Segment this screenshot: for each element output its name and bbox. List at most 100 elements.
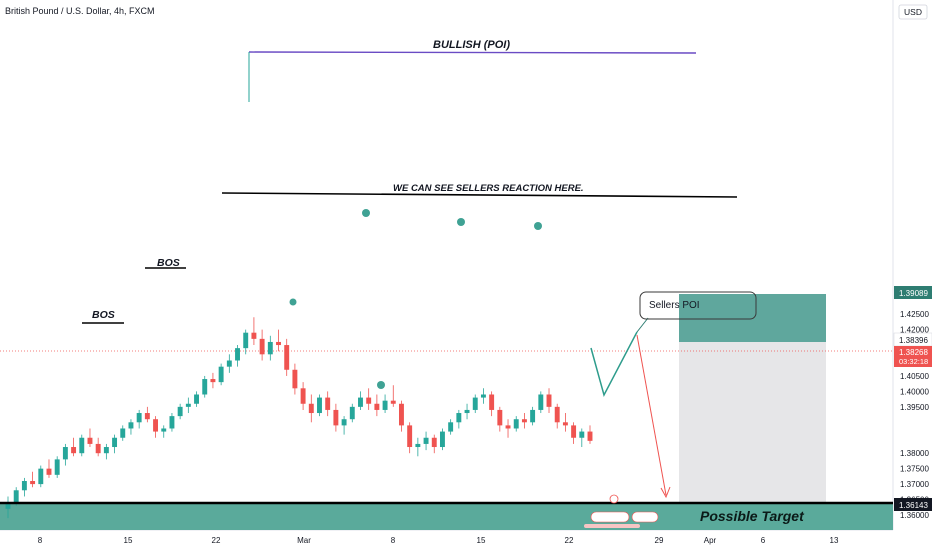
candle-body [456,413,462,423]
candle-body [390,400,396,404]
candle-body [169,416,175,429]
candle-body [71,447,77,454]
possible-target-label: Possible Target [700,508,805,524]
candle-body [415,443,421,448]
candle-body [546,394,552,407]
projected-retrace-path [590,331,638,398]
candle-body [366,397,372,404]
candle-body [505,425,511,429]
candle-body [464,409,470,414]
current-price-tag [894,346,932,367]
candle-body [513,419,519,429]
event-bubble-icon[interactable] [609,494,619,504]
price-tick-label: 1.37000 [900,480,929,489]
candlesticks [5,317,593,519]
currency-button[interactable] [898,4,928,20]
currency-selector[interactable]: USD [898,4,928,20]
candle-body [276,341,281,346]
time-tick-label: 8 [391,536,396,545]
bar-countdown: 03:32:18 [899,357,928,366]
candle-body [308,403,314,414]
candle-body [497,409,503,426]
bos-label-1: BOS [92,309,115,321]
candle-body [423,437,429,444]
bos-label-2: BOS [157,257,180,269]
currency-label: USD [904,7,922,17]
event-bubble-icon[interactable] [590,511,630,523]
candle-body [407,425,413,448]
candle-body [46,468,52,475]
candle-body [554,406,560,423]
candle-body [341,419,347,426]
candle-body [571,425,577,438]
event-bubble-icon[interactable] [631,511,659,523]
candle-body [259,338,265,355]
candle-body [521,419,527,423]
candle-body [128,422,134,429]
bullish-poi-line[interactable] [248,51,697,54]
candle-body [284,345,290,370]
candle-body [399,403,404,426]
candle-body [153,419,159,432]
candle-body [13,490,19,503]
price-tick-label: 1.37500 [900,465,929,474]
candle-body [226,360,232,367]
candle-body [448,422,454,432]
candle-body [54,459,60,475]
candle-body [21,481,27,491]
sellers-reaction-line[interactable] [221,192,738,198]
time-tick-label: 22 [565,536,574,545]
projection-box [679,342,826,503]
candle-body [325,397,331,410]
price-tags: 1.39089 1.38396 1.38268 03:32:18 1.36143 [893,286,932,511]
candle-body [358,397,363,407]
time-tick-label: Apr [704,536,717,545]
candle-body [251,332,257,339]
candle-body [62,447,68,460]
price-tick-label: 1.42500 [900,310,929,319]
candle-body [349,406,355,420]
candle-body [317,397,322,414]
candle-body [5,502,11,509]
candle-body [112,437,118,448]
candle-body [472,397,478,410]
candle-body [218,366,224,383]
swing-high-marker [457,218,465,226]
time-axis[interactable]: 8 15 22 Mar 8 15 22 29 Apr 6 13 [38,536,839,545]
price-tick-label: 1.36000 [900,511,929,520]
candle-body [530,409,536,423]
swing-low-marker [289,298,297,306]
candle-body [480,394,486,398]
economic-events[interactable] [584,494,659,528]
swing-high-marker [534,222,542,230]
candle-body [300,388,306,404]
time-tick-label: 15 [477,536,486,545]
sellers-reaction-label: WE CAN SEE SELLERS REACTION HERE. [393,183,584,194]
candle-body [95,443,101,454]
time-tick-label: 8 [38,536,43,545]
price-tick-label: 1.40500 [900,372,929,381]
candle-body [235,348,240,361]
target-band [0,503,893,530]
candle-body [38,468,44,485]
candle-body [194,394,199,404]
candle-body [538,394,544,410]
poi-bottom-price: 1.38396 [899,336,928,345]
callout-pointer [636,317,649,333]
candle-body [243,332,249,349]
price-tick-label: 1.38000 [900,449,929,458]
projected-drop-arrow [636,334,667,496]
candle-body [489,394,495,410]
candle-body [292,369,298,389]
symbol-title: British Pound / U.S. Dollar, 4h, FXCM [5,6,155,16]
candle-body [120,428,126,438]
candle-body [30,481,36,485]
candle-body [333,409,339,426]
time-tick-label: 22 [212,536,221,545]
arrow-head-icon [660,486,671,499]
sellers-poi-callout[interactable] [639,291,757,320]
candle-body [382,400,388,410]
time-tick-label: Mar [297,536,311,545]
time-tick-label: 15 [124,536,133,545]
